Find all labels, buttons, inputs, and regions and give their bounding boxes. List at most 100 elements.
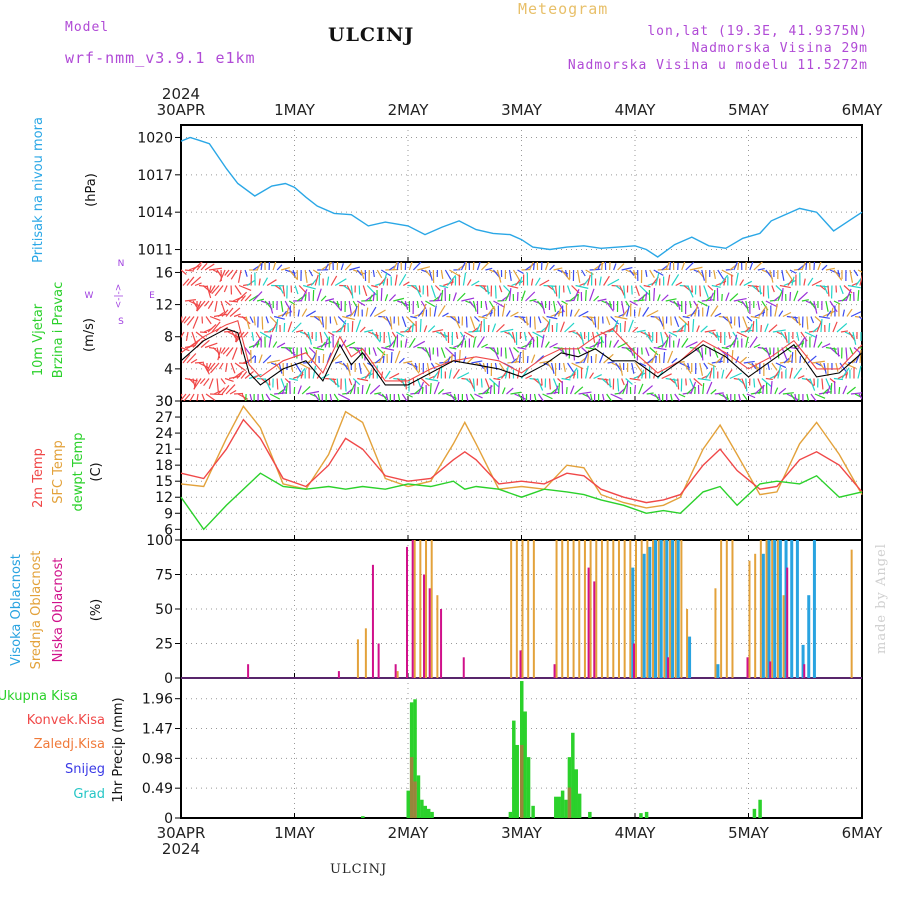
- wind-arrow: [414, 362, 418, 370]
- wind-arrow: [196, 393, 199, 401]
- cloud-high-bar: [807, 595, 811, 678]
- wind-arrow: [780, 331, 787, 340]
- wind-arrow: [214, 300, 218, 312]
- wind-arrow: [661, 294, 669, 302]
- wind-arrow: [670, 393, 673, 401]
- wind-arrow: [368, 294, 373, 302]
- precip-legend-snow: Snijeg: [65, 762, 105, 777]
- wind-arrow: [741, 378, 747, 389]
- wind-arrow: [359, 326, 366, 333]
- wind-arrow: [859, 274, 862, 286]
- wind-arrow: [514, 354, 520, 364]
- compass-e: E: [149, 291, 155, 301]
- wind-arrow: [801, 340, 804, 348]
- wind-arrow: [605, 300, 615, 312]
- wind-arrow: [793, 290, 799, 302]
- wind-arrow: [482, 362, 487, 372]
- wind-arrow: [351, 320, 354, 333]
- wind-arrow: [471, 360, 483, 364]
- wind-arrow: [798, 316, 801, 326]
- precip-total-bar: [560, 790, 565, 818]
- cloud-mid-bar: [646, 540, 649, 678]
- precip-total-bar: [406, 790, 410, 818]
- wind-arrow: [494, 285, 497, 299]
- wind-arrow: [428, 269, 433, 281]
- y-tick-label: 100: [146, 533, 173, 549]
- wind-arrow: [637, 372, 643, 379]
- y-tick-label: 75: [155, 568, 173, 584]
- wind-arrow: [375, 331, 379, 339]
- wind-arrow: [384, 294, 389, 302]
- wind-arrow: [745, 336, 749, 348]
- wind-arrow: [387, 331, 392, 345]
- wind-arrow: [578, 391, 592, 395]
- cloud-high-bar: [648, 546, 652, 678]
- wind-arrow: [417, 266, 431, 271]
- wind-arrow: [211, 321, 221, 333]
- wind-arrow: [244, 293, 252, 302]
- wind-arrow: [528, 262, 535, 271]
- wind-arrow: [440, 269, 444, 279]
- wind-arrow: [665, 336, 669, 348]
- wind-ylabel-2: Brzina i Pravac: [51, 282, 66, 379]
- wind-arrow: [731, 349, 734, 364]
- wind-arrow: [575, 361, 583, 364]
- wind-arrow: [324, 338, 329, 348]
- wind-arrow: [755, 285, 760, 293]
- wind-arrow: [687, 362, 690, 370]
- wind-arrow: [456, 292, 466, 302]
- wind-arrow: [505, 310, 511, 317]
- wind-arrow: [217, 312, 225, 317]
- wind-arrow: [310, 352, 317, 364]
- wind-arrow: [507, 284, 519, 289]
- wind-arrow: [609, 378, 611, 388]
- wind-arrow: [674, 316, 680, 327]
- wind-arrow: [685, 262, 695, 271]
- wind-arrow: [468, 300, 476, 309]
- wind-arrow: [707, 362, 717, 368]
- wind-arrow: [845, 347, 848, 361]
- wind-arrow: [501, 387, 506, 395]
- compass-arrows: <-|->: [114, 284, 124, 309]
- wind-arrow: [572, 331, 582, 337]
- wind-arrow: [498, 285, 503, 293]
- wind-arrow: [476, 336, 485, 348]
- wind-arrow: [635, 362, 644, 375]
- wind-arrow: [710, 389, 717, 395]
- wind-arrow: [722, 393, 729, 401]
- wind-arrow: [414, 312, 423, 318]
- wind-arrow: [703, 362, 709, 370]
- wind-arrow: [244, 371, 254, 379]
- wind-arrow: [661, 339, 668, 348]
- wind-arrow: [278, 285, 284, 294]
- wind-arrow: [617, 263, 625, 271]
- wind-arrow: [324, 263, 329, 271]
- wind-arrow: [854, 315, 862, 319]
- wind-arrow: [353, 381, 357, 395]
- temp-ylabel-2: SFC Temp: [51, 440, 66, 504]
- wind-arrow: [189, 393, 195, 401]
- wind-arrow: [360, 269, 365, 279]
- wind-arrow: [292, 269, 296, 277]
- wind-arrow: [240, 371, 248, 379]
- wind-arrow: [701, 347, 704, 361]
- wind-arrow: [781, 347, 788, 360]
- wind-arrow: [253, 316, 256, 326]
- wind-arrow: [822, 388, 829, 395]
- wind-arrow: [625, 378, 633, 385]
- wind-arrow: [388, 294, 397, 302]
- wind-arrow: [461, 377, 469, 380]
- wind-arrow: [850, 392, 862, 395]
- wind-arrow: [276, 264, 283, 271]
- cloud-high-bar: [790, 540, 794, 678]
- wind-arrow: [508, 288, 512, 302]
- wind-arrow: [530, 278, 534, 286]
- wind-arrow: [208, 378, 214, 390]
- wind-arrow: [578, 310, 589, 318]
- wind-arrow: [825, 300, 829, 312]
- y-tick-label: 0: [164, 671, 173, 687]
- wind-arrow: [564, 269, 568, 277]
- wind-arrow: [453, 393, 457, 401]
- wind-arrow: [606, 393, 613, 401]
